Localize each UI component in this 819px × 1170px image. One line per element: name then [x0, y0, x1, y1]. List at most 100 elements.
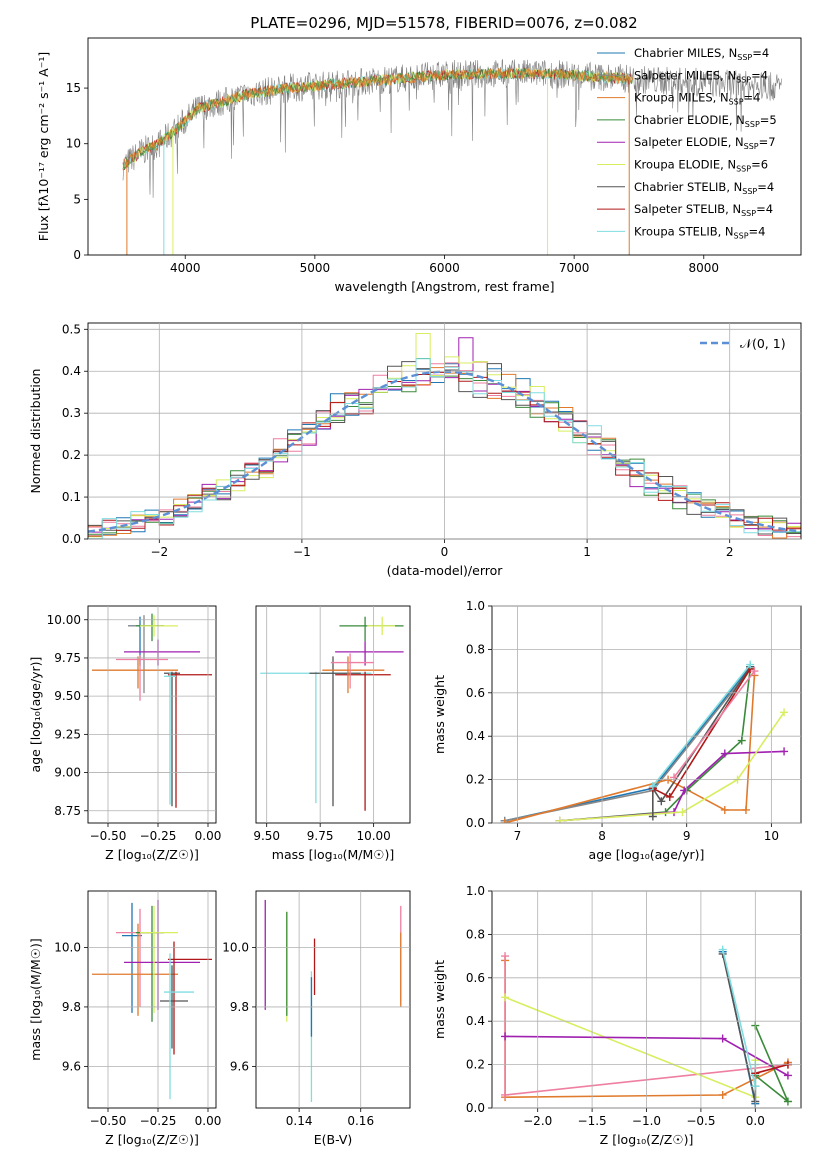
x-axis-label: Z [log₁₀(Z/Z☉)]	[105, 1132, 199, 1147]
y-tick-label: 0.8	[466, 642, 485, 656]
weight-point	[783, 1097, 792, 1106]
weight-point	[718, 1034, 727, 1043]
axes: 0.14 0.16 9.6 9.8 10.0 E(B-V)	[222, 890, 411, 1147]
axes: 9.50 9.75 10.00 mass [log₁₀(M/M☉)]	[253, 605, 411, 862]
x-tick-label: −2	[150, 545, 168, 559]
x-tick-label: 0.0	[746, 1114, 765, 1128]
y-tick-label: 10.0	[54, 940, 81, 954]
x-tick-label: 4000	[170, 261, 201, 275]
y-tick-label: 0.2	[466, 1058, 485, 1072]
y-tick-label: 0.8	[466, 927, 485, 941]
panel-mass-vs-Z: −0.50 −0.25 0.00 9.6 9.8 10.0 Z [log₁₀(Z/Z☉)] m…	[28, 890, 222, 1147]
x-axis-label: Z [log₁₀(Z/Z☉)]	[600, 1132, 694, 1147]
y-axis-label: age [log₁₀(age/yr)]	[28, 657, 43, 773]
x-tick-label: 9.75	[307, 829, 334, 843]
weight-point	[648, 782, 657, 791]
y-tick-label: 10.00	[47, 613, 81, 627]
x-tick-label: 0.00	[195, 1114, 222, 1128]
x-tick-label: 0.00	[195, 829, 222, 843]
axes-frame	[87, 37, 802, 256]
y-tick-label: 9.6	[62, 1059, 81, 1073]
weight-point	[665, 792, 674, 801]
panel-age-vs-mass: 9.50 9.75 10.00 mass [log₁₀(M/M☉)]	[253, 605, 411, 862]
x-tick-label: 2	[726, 545, 734, 559]
axes-frame	[87, 605, 217, 824]
weight-line	[721, 949, 757, 1087]
model-spectrum-kroupa-miles	[122, 67, 633, 171]
panel-weight-vs-Z: −2.0 −1.5 −1.0 −0.5 0.0 0.0 0.2 0.4 0.6 0.8 1.0 Z […	[432, 884, 802, 1147]
weight-line	[504, 675, 756, 823]
x-axis-label: mass [log₁₀(M/M☉)]	[272, 847, 394, 862]
weight-line	[504, 668, 751, 822]
x-axis-label: (data-model)/error	[387, 563, 504, 578]
y-tick-label: 0.2	[62, 448, 81, 462]
weight-point	[501, 952, 510, 961]
x-tick-label: −0.25	[140, 829, 177, 843]
y-axis-label: Flux [fλ10⁻¹⁷ erg cm⁻² s⁻¹ A⁻¹]	[36, 52, 51, 241]
weight-point	[780, 708, 789, 717]
y-tick-label: 0.6	[466, 971, 485, 985]
y-tick-label: 9.75	[54, 651, 81, 665]
axes: 7 8 9 10 0.0 0.2 0.4 0.6 0.8 1.0 age [log₁₀(age/yr…	[432, 599, 802, 862]
y-tick-label: 9.25	[54, 727, 81, 741]
y-tick-label: 9.00	[54, 766, 81, 780]
panel-weight-vs-age: 7 8 9 10 0.0 0.2 0.4 0.6 0.8 1.0 age [log₁₀(age/yr…	[432, 599, 802, 862]
y-tick-label: 0.1	[62, 490, 81, 504]
y-tick-label: 5	[73, 192, 81, 206]
weight-point	[718, 1090, 727, 1099]
y-axis-label: mass weight	[432, 960, 447, 1039]
legend-label: Chabrier MILES, NSSP=4	[634, 46, 769, 62]
weight-point	[501, 1032, 510, 1041]
y-tick-label: 0	[73, 248, 81, 262]
x-tick-label: 7	[514, 829, 522, 843]
weight-point	[678, 808, 687, 817]
legend-label: Kroupa ELODIE, NSSP=6	[634, 158, 768, 174]
y-tick-label: 9.8	[62, 1000, 81, 1014]
axes: −0.50 −0.25 0.00 9.6 9.8 10.0 Z [log₁₀(Z/Z☉)] m…	[28, 890, 222, 1147]
x-tick-label: −0.50	[90, 829, 127, 843]
y-axis-label: Normed distribution	[28, 369, 43, 494]
axes: −0.50 −0.25 0.00 8.75 9.00 9.25 9.50 9.75 10.00 Z…	[28, 605, 222, 862]
axes-frame	[255, 605, 411, 824]
weight-line	[673, 670, 756, 778]
weight-point	[555, 816, 564, 823]
weight-point	[670, 773, 679, 782]
weight-line	[754, 1025, 789, 1103]
x-tick-label: 8	[598, 829, 606, 843]
x-tick-label: 10.00	[356, 829, 390, 843]
legend-label: Salpeter MILES, NSSP=4	[634, 68, 768, 84]
x-tick-label: 10	[764, 829, 779, 843]
x-tick-label: 0.16	[347, 1114, 374, 1128]
weight-line	[651, 666, 751, 817]
weight-point	[783, 1071, 792, 1080]
x-tick-label: 1	[583, 545, 591, 559]
x-tick-label: −0.50	[90, 1114, 127, 1128]
x-tick-label: 0	[441, 545, 449, 559]
x-axis-label: Z [log₁₀(Z/Z☉)]	[105, 847, 199, 862]
y-tick-label: 0.0	[62, 532, 81, 546]
legend-label: Kroupa STELIB, NSSP=4	[634, 224, 765, 240]
y-tick-label: 9.8	[230, 1000, 249, 1014]
x-tick-label: 0.14	[286, 1114, 313, 1128]
x-tick-label: 9	[683, 829, 691, 843]
y-tick-label: 0.4	[466, 729, 485, 743]
weight-line	[504, 666, 751, 822]
axes: 4000 5000 6000 7000 8000 0 5 10 15 wavelength [An…	[36, 37, 802, 294]
x-tick-label: 9.50	[253, 829, 280, 843]
y-tick-label: 10.0	[222, 940, 249, 954]
panel-age-vs-Z: −0.50 −0.25 0.00 8.75 9.00 9.25 9.50 9.75 10.00 Z…	[28, 605, 222, 862]
legend-label: Salpeter ELODIE, NSSP=7	[634, 135, 776, 151]
y-tick-label: 1.0	[466, 884, 485, 898]
weight-point	[780, 747, 789, 756]
x-tick-label: 6000	[429, 261, 460, 275]
weight-line	[559, 668, 751, 822]
y-tick-label: 0.6	[466, 686, 485, 700]
weight-point	[741, 805, 750, 814]
x-tick-label: −0.25	[140, 1114, 177, 1128]
panel-mass-vs-EBV: 0.14 0.16 9.6 9.8 10.0 E(B-V)	[222, 890, 411, 1147]
plot-area	[264, 899, 402, 1103]
plot-area	[92, 899, 212, 1100]
y-tick-label: 10	[66, 137, 81, 151]
weight-point	[501, 1090, 510, 1099]
weight-line	[721, 953, 757, 1102]
